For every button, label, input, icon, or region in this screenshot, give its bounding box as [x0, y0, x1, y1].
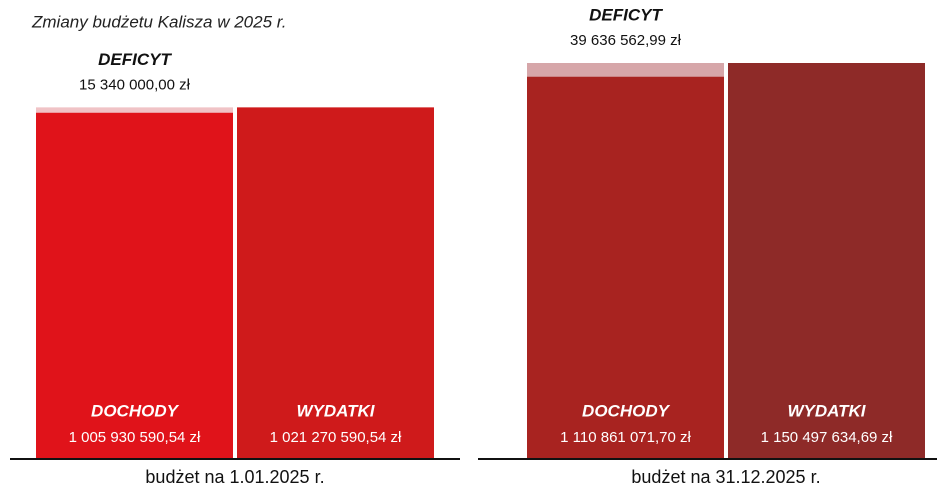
bar [527, 63, 724, 77]
x-tick-label: budżet na 1.01.2025 r. [145, 467, 324, 487]
data-label: 1 021 270 590,54 zł [270, 429, 402, 446]
data-label: 1 150 497 634,69 zł [761, 429, 893, 446]
series-label: WYDATKI [296, 401, 375, 420]
bar [527, 76, 724, 459]
x-tick-label: budżet na 31.12.2025 r. [631, 467, 820, 487]
data-label: 39 636 562,99 zł [570, 32, 682, 49]
bar [36, 112, 233, 458]
bar [36, 107, 233, 113]
series-label: DEFICYT [589, 5, 663, 24]
series-label: DEFICYT [98, 50, 172, 69]
data-label: 1 005 930 590,54 zł [69, 429, 201, 446]
data-label: 1 110 861 071,70 zł [560, 429, 691, 446]
series-label: DOCHODY [582, 401, 671, 420]
bar [728, 63, 925, 458]
chart-title: Zmiany budżetu Kalisza w 2025 r. [31, 12, 287, 31]
bar [237, 107, 434, 458]
series-label: WYDATKI [787, 401, 866, 420]
data-label: 15 340 000,00 zł [79, 76, 191, 93]
series-label: DOCHODY [91, 401, 180, 420]
